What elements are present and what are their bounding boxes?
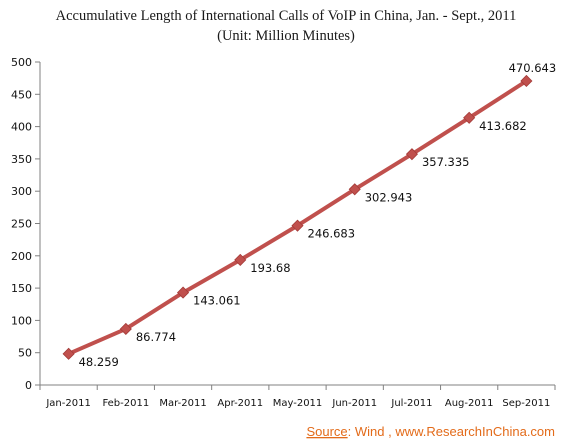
data-label: 470.643 [509,61,557,75]
y-tick-label: 450 [11,88,32,101]
source-note: Source: Wind , www.ResearchInChina.com [306,424,555,439]
x-tick-label: Jan-2011 [45,398,90,409]
y-tick-label: 400 [11,121,32,134]
data-point-marker [62,347,75,360]
data-label: 193.68 [250,261,290,275]
data-point-marker [348,183,361,196]
y-tick-label: 250 [11,218,32,231]
y-tick-label: 350 [11,153,32,166]
data-labels: 48.259 86.774 143.061 193.68 246.683 302.943 3… [79,61,557,369]
x-axis-ticks: Jan-2011 Feb-2011 Mar-2011 Apr-2011 May-2011… [39,385,556,409]
x-tick-label: Apr-2011 [217,398,263,409]
data-label: 86.774 [136,330,176,344]
series-layer [62,74,533,360]
data-label: 48.259 [79,355,119,369]
y-tick-label: 0 [25,379,32,392]
x-tick-label: Jul-2011 [390,398,432,409]
y-axis-ticks: 0 50 100 150 200 250 300 350 400 450 500 [11,56,40,392]
data-point-marker [176,286,190,299]
y-tick-label: 150 [11,282,32,295]
data-label: 302.943 [365,190,413,204]
series-line [66,79,529,356]
data-point-marker [520,74,533,88]
data-label: 413.682 [479,119,527,133]
data-point-marker [463,111,476,124]
data-label: 357.335 [422,155,470,169]
chart-subtitle: (Unit: Million Minutes) [217,28,355,44]
y-tick-label: 200 [11,250,32,263]
data-point-marker [405,148,419,161]
x-tick-label: Sep-2011 [502,398,550,409]
x-tick-label: Jun-2011 [331,398,377,409]
y-tick-label: 100 [11,314,32,327]
data-label: 143.061 [193,294,241,308]
x-tick-label: Mar-2011 [159,398,206,409]
y-tick-label: 300 [11,185,32,198]
x-tick-label: Feb-2011 [102,398,149,409]
data-point-marker [119,322,132,336]
x-tick-label: Aug-2011 [445,398,494,409]
chart-title: Accumulative Length of International Cal… [56,8,517,24]
source-text: : Wind , www.ResearchInChina.com [348,424,555,439]
data-label: 246.683 [308,227,356,241]
data-point-marker [291,219,304,232]
y-tick-label: 500 [11,56,32,69]
data-point-marker [234,253,247,266]
y-tick-label: 50 [18,347,32,360]
source-label: Source [306,424,347,439]
x-tick-label: May-2011 [273,398,323,409]
